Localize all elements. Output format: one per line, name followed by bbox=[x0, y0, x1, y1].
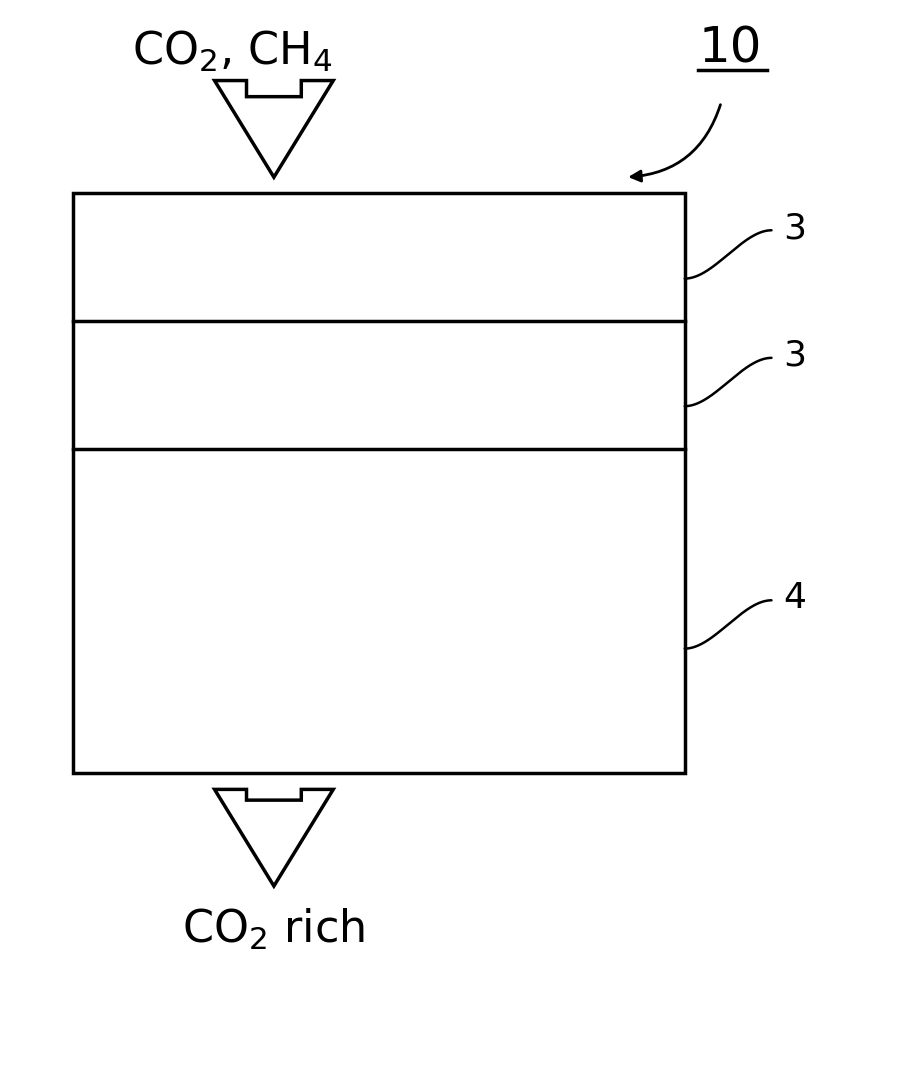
FancyArrowPatch shape bbox=[631, 104, 720, 182]
Text: CO$_2$ rich: CO$_2$ rich bbox=[183, 906, 365, 952]
Polygon shape bbox=[215, 789, 333, 886]
Text: 3: 3 bbox=[783, 212, 806, 245]
Bar bbox=[73, 193, 685, 773]
Text: 3: 3 bbox=[783, 338, 806, 373]
Text: CO$_2$, CH$_4$: CO$_2$, CH$_4$ bbox=[132, 29, 333, 74]
Text: 4: 4 bbox=[783, 581, 806, 615]
Text: 10: 10 bbox=[698, 25, 762, 72]
Polygon shape bbox=[215, 81, 333, 177]
